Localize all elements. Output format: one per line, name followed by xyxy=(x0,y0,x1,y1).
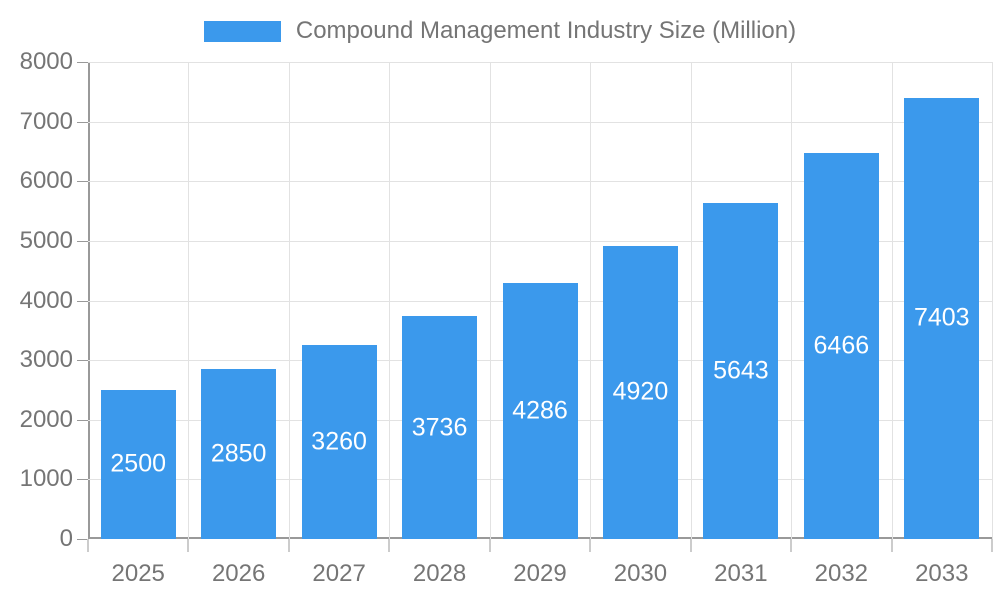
x-tick-label: 2031 xyxy=(714,560,768,587)
x-axis-tick xyxy=(388,539,391,552)
gridline-vertical xyxy=(489,62,491,539)
legend-swatch-icon xyxy=(203,20,281,42)
y-axis-tick xyxy=(77,300,88,302)
gridline-vertical xyxy=(791,62,793,539)
x-axis-tick xyxy=(87,539,89,552)
gridline-horizontal xyxy=(88,121,992,123)
y-axis-tick xyxy=(77,181,88,183)
bar[interactable]: 3736 xyxy=(402,316,478,539)
bar[interactable]: 4920 xyxy=(602,245,678,539)
y-axis-tick xyxy=(77,62,88,63)
y-axis-tick xyxy=(77,479,88,481)
x-axis-tick xyxy=(287,539,290,552)
gridline-vertical xyxy=(891,62,893,539)
bar[interactable]: 2850 xyxy=(201,369,277,539)
y-axis-tick xyxy=(77,121,88,123)
y-tick-label: 6000 xyxy=(19,167,73,195)
y-tick-label: 5000 xyxy=(19,226,73,254)
bar-value-label: 5643 xyxy=(713,356,769,385)
gridline-horizontal xyxy=(88,181,992,183)
bar[interactable]: 2500 xyxy=(100,389,176,539)
y-tick-label: 4000 xyxy=(19,286,73,314)
x-axis-tick xyxy=(790,539,793,552)
y-tick-label: 1000 xyxy=(19,465,73,493)
x-tick-label: 2025 xyxy=(111,560,165,587)
x-axis-tick xyxy=(488,539,491,552)
x-tick-label: 2030 xyxy=(613,560,668,587)
y-tick-label: 3000 xyxy=(19,346,73,374)
bar-value-label: 4920 xyxy=(612,377,669,406)
bar-value-label: 3260 xyxy=(311,427,367,456)
gridline-vertical xyxy=(188,62,190,539)
bar[interactable]: 7403 xyxy=(904,97,980,539)
y-axis-tick xyxy=(77,360,88,362)
gridline-vertical xyxy=(288,62,290,539)
gridline-horizontal xyxy=(88,240,992,242)
y-tick-label: 2000 xyxy=(19,405,73,433)
x-tick-label: 2029 xyxy=(513,560,567,587)
bar[interactable]: 3260 xyxy=(301,344,377,539)
x-axis-tick xyxy=(890,539,893,552)
bar-value-label: 6466 xyxy=(813,331,870,360)
bar-value-label: 4286 xyxy=(512,396,568,425)
bar-value-label: 7403 xyxy=(913,303,970,332)
y-axis-tick xyxy=(77,419,88,421)
legend-label: Compound Management Industry Size (Milli… xyxy=(295,17,797,44)
bar-value-label: 2500 xyxy=(110,449,167,478)
gridline-vertical xyxy=(690,62,692,539)
legend-item[interactable]: Compound Management Industry Size (Milli… xyxy=(203,17,797,45)
bar[interactable]: 6466 xyxy=(803,153,879,539)
y-axis-tick xyxy=(77,240,88,242)
bar-value-label: 2850 xyxy=(210,439,267,468)
bar[interactable]: 5643 xyxy=(703,202,779,539)
x-tick-label: 2026 xyxy=(211,560,266,587)
y-tick-label: 8000 xyxy=(19,48,73,75)
x-axis-tick xyxy=(187,539,190,552)
x-tick-label: 2027 xyxy=(312,560,366,587)
x-tick-label: 2028 xyxy=(412,560,467,587)
gridline-vertical xyxy=(590,62,592,539)
legend: Compound Management Industry Size (Milli… xyxy=(0,17,1000,45)
y-tick-label: 0 xyxy=(59,525,73,552)
x-tick-label: 2032 xyxy=(814,560,869,587)
bar-value-label: 3736 xyxy=(411,413,468,442)
y-tick-label: 7000 xyxy=(19,107,73,135)
gridline-vertical xyxy=(389,62,391,539)
gridline-vertical xyxy=(992,62,993,539)
x-axis-tick xyxy=(991,539,993,552)
y-axis-tick xyxy=(77,539,88,540)
x-axis-tick xyxy=(689,539,692,552)
bar[interactable]: 4286 xyxy=(502,283,578,539)
x-tick-label: 2033 xyxy=(915,560,969,587)
gridline-horizontal xyxy=(88,62,992,63)
x-axis-tick xyxy=(589,539,592,552)
